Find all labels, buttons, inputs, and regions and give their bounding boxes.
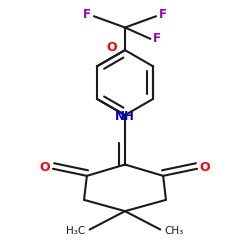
- Text: O: O: [40, 161, 50, 174]
- Text: O: O: [200, 161, 210, 174]
- Text: CH₃: CH₃: [164, 226, 184, 236]
- Text: O: O: [106, 41, 117, 54]
- Text: H₃C: H₃C: [66, 226, 86, 236]
- Text: F: F: [83, 8, 91, 21]
- Text: NH: NH: [115, 110, 135, 123]
- Text: F: F: [153, 32, 161, 45]
- Text: F: F: [159, 8, 167, 21]
